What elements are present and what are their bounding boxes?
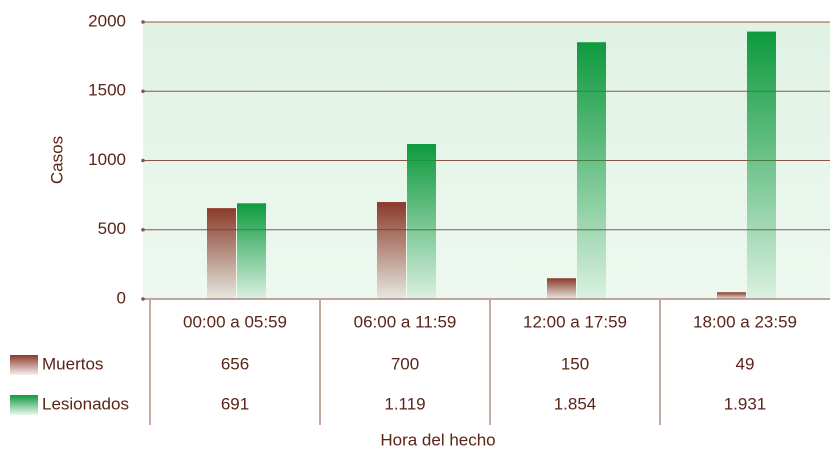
x-tick-label: 00:00 a 05:59 <box>183 312 287 331</box>
table-value: 700 <box>391 354 419 373</box>
legend-swatch <box>10 355 38 375</box>
table-value: 150 <box>561 354 589 373</box>
legend-label: Muertos <box>42 354 103 373</box>
table-value: 1.931 <box>724 394 767 413</box>
bar <box>577 42 606 299</box>
x-tick-label: 06:00 a 11:59 <box>354 312 457 331</box>
bar <box>237 203 266 299</box>
bar <box>747 31 776 300</box>
x-tick-label: 12:00 a 17:59 <box>523 312 627 331</box>
y-tick-label: 1000 <box>88 150 126 169</box>
tick-mark <box>141 20 145 24</box>
y-tick-label: 2000 <box>88 11 126 30</box>
x-tick-label: 18:00 a 23:59 <box>693 312 797 331</box>
tick-mark <box>141 227 145 232</box>
bar <box>377 202 406 299</box>
bar <box>207 208 236 299</box>
bar <box>407 144 436 299</box>
table-value: 49 <box>736 354 755 373</box>
y-tick-label: 0 <box>117 288 126 307</box>
table-value: 1.119 <box>384 394 425 413</box>
table-value: 1.854 <box>554 394 597 413</box>
y-axis-label: Casos <box>47 136 66 184</box>
legend-swatch <box>10 395 38 415</box>
legend-label: Lesionados <box>42 394 129 413</box>
bar <box>717 292 746 299</box>
y-tick-label: 1500 <box>88 81 126 100</box>
table-value: 656 <box>221 354 249 373</box>
bar <box>547 278 576 299</box>
tick-mark <box>141 89 145 94</box>
table-value: 691 <box>221 394 249 413</box>
x-axis-label: Hora del hecho <box>380 430 495 449</box>
tick-mark <box>141 158 145 163</box>
y-tick-label: 500 <box>98 219 126 238</box>
